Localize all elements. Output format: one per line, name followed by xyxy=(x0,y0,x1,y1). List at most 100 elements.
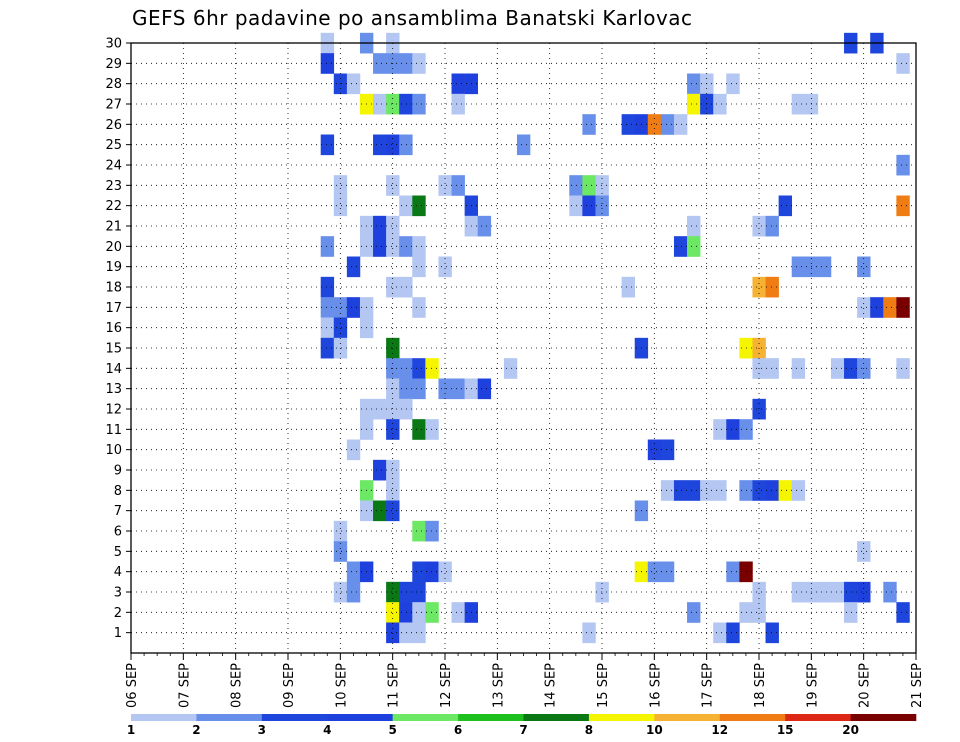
heatmap-cell xyxy=(399,398,413,420)
y-tick-label: 18 xyxy=(105,281,122,296)
color-legend: 1 2 3 4 5 6 7 8 10 12 15 20 xyxy=(127,714,917,737)
heatmap-cell xyxy=(817,581,832,603)
heatmap-cell xyxy=(346,561,361,583)
legend-label: 8 xyxy=(585,723,593,737)
heatmap-cell xyxy=(425,358,439,379)
heatmap-cell xyxy=(333,317,348,339)
heatmap-cell xyxy=(726,73,740,95)
heatmap-cell xyxy=(830,581,845,603)
legend-label: 15 xyxy=(777,723,794,737)
heatmap-cell xyxy=(844,358,858,379)
y-tick-label: 27 xyxy=(105,98,122,113)
heatmap-cell xyxy=(582,175,596,196)
x-tick-label: 10 SEP xyxy=(334,663,349,708)
heatmap-cell xyxy=(791,93,806,115)
heatmap-cell xyxy=(412,561,426,583)
x-tick-label: 17 SEP xyxy=(701,663,716,708)
heatmap-cell xyxy=(516,134,531,156)
heatmap-cell xyxy=(765,480,779,501)
heatmap-cell xyxy=(399,195,413,217)
heatmap-cell xyxy=(477,215,492,237)
heatmap-cell xyxy=(386,480,400,501)
heatmap-cell xyxy=(399,602,413,623)
heatmap-cell xyxy=(438,561,452,583)
heatmap-cell xyxy=(399,622,413,644)
heatmap-cell xyxy=(569,195,583,217)
legend-label: 7 xyxy=(519,723,527,737)
heatmap-cell xyxy=(320,337,335,359)
heatmap-cell xyxy=(386,581,400,603)
legend-label: 3 xyxy=(258,723,266,737)
heatmap-cell xyxy=(778,480,793,501)
heatmap-cell xyxy=(333,175,348,196)
heatmap-cell xyxy=(687,602,701,623)
legend-swatch xyxy=(588,714,655,721)
y-tick-label: 22 xyxy=(105,199,122,214)
heatmap-cell xyxy=(687,93,701,115)
legend-label: 4 xyxy=(323,723,331,737)
y-tick-label: 3 xyxy=(114,586,122,601)
heatmap-cell xyxy=(857,297,871,318)
heatmap-cell xyxy=(765,276,779,298)
legend-swatch xyxy=(196,714,263,721)
heatmap-cell xyxy=(726,622,740,644)
legend-label: 6 xyxy=(454,723,462,737)
y-tick-label: 6 xyxy=(114,525,122,540)
legend-swatch xyxy=(654,714,721,721)
heatmap-cell xyxy=(595,175,609,196)
heatmap-cell xyxy=(373,93,387,115)
legend-label: 12 xyxy=(711,723,728,737)
heatmap-cell xyxy=(412,297,426,318)
heatmap-cell xyxy=(412,195,426,217)
heatmap-cell xyxy=(857,256,871,278)
x-tick-label: 12 SEP xyxy=(439,663,454,708)
y-tick-label: 15 xyxy=(105,342,122,357)
heatmap-cell xyxy=(346,439,361,461)
y-tick-label: 23 xyxy=(105,179,122,194)
heatmap-cell xyxy=(386,236,400,257)
heatmap-cell xyxy=(791,480,806,501)
y-tick-label: 11 xyxy=(105,423,122,438)
heatmap-cell xyxy=(386,602,400,623)
legend-label: 20 xyxy=(842,723,859,737)
heatmap-cell xyxy=(373,215,387,237)
y-tick-label: 26 xyxy=(105,118,122,133)
heatmap-cell xyxy=(399,581,413,603)
heatmap-cell xyxy=(752,215,766,237)
heatmap-cell xyxy=(896,602,910,623)
heatmap-cell xyxy=(660,561,675,583)
heatmap-cell xyxy=(412,93,426,115)
heatmap-cell xyxy=(687,215,701,237)
heatmap-cell xyxy=(373,134,387,156)
heatmap-cell xyxy=(425,520,439,542)
heatmap-cell xyxy=(726,419,740,440)
heatmap-cell xyxy=(333,520,348,542)
y-tick-label: 17 xyxy=(105,301,122,316)
x-tick-label: 13 SEP xyxy=(491,663,506,708)
y-tick-label: 25 xyxy=(105,138,122,153)
heatmap-cell xyxy=(582,195,596,217)
heatmap-cell xyxy=(451,378,465,400)
heatmap-cell xyxy=(333,297,348,318)
heatmap-cell xyxy=(752,480,766,501)
heatmap-cell xyxy=(333,195,348,217)
heatmap-cell xyxy=(713,419,727,440)
x-tick-label: 08 SEP xyxy=(230,663,245,708)
heatmap-cell xyxy=(713,480,727,501)
heatmap-cell xyxy=(647,561,662,583)
legend-swatch xyxy=(327,714,393,721)
heatmap-cell xyxy=(386,215,400,237)
heatmap-cell xyxy=(569,175,583,196)
legend-swatch xyxy=(131,714,197,721)
heatmap-cell xyxy=(425,419,439,440)
heatmap-cell xyxy=(765,215,779,237)
heatmap-cell xyxy=(896,297,910,318)
heatmap-cell xyxy=(673,480,688,501)
heatmap-cell xyxy=(373,398,387,420)
heatmap-cell xyxy=(752,276,766,298)
heatmap-cell xyxy=(765,358,779,379)
heatmap-cell xyxy=(346,297,361,318)
x-tick-label: 06 SEP xyxy=(125,663,140,708)
heatmap-cell xyxy=(412,236,426,257)
